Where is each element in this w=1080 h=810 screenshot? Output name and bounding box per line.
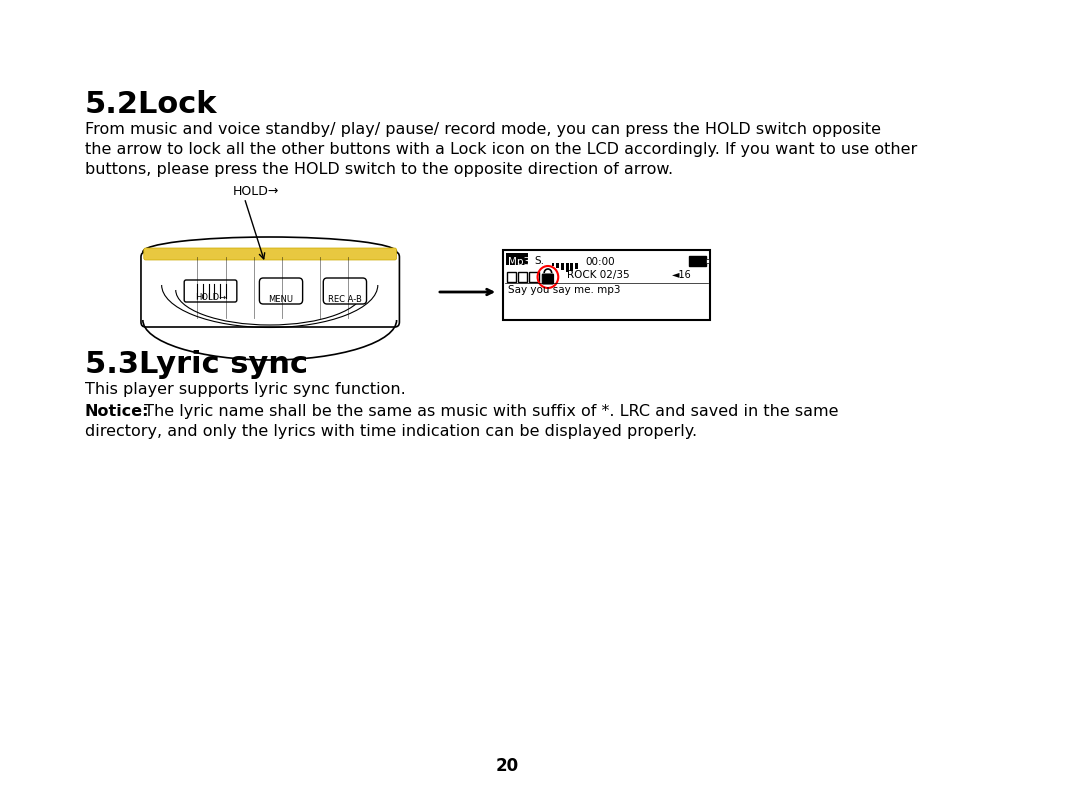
Bar <box>689 256 706 266</box>
Bar <box>507 272 516 282</box>
Text: HOLD→: HOLD→ <box>233 185 280 198</box>
FancyBboxPatch shape <box>542 274 554 284</box>
Text: directory, and only the lyrics with time indication can be displayed properly.: directory, and only the lyrics with time… <box>84 424 697 439</box>
Bar <box>706 259 708 263</box>
Bar <box>517 272 527 282</box>
Bar <box>529 272 539 282</box>
Text: buttons, please press the HOLD switch to the opposite direction of arrow.: buttons, please press the HOLD switch to… <box>84 162 673 177</box>
Bar <box>505 253 528 265</box>
Text: ROCK 02/35: ROCK 02/35 <box>567 270 630 280</box>
FancyBboxPatch shape <box>141 252 400 327</box>
Text: REC A-B: REC A-B <box>328 295 362 304</box>
FancyBboxPatch shape <box>144 248 396 260</box>
Text: 5.3Lyric sync: 5.3Lyric sync <box>84 350 308 379</box>
Text: S.: S. <box>535 256 544 266</box>
FancyBboxPatch shape <box>185 280 237 302</box>
Bar <box>566 263 568 272</box>
Text: ◄16: ◄16 <box>672 270 691 280</box>
Text: From music and voice standby/ play/ pause/ record mode, you can press the HOLD s: From music and voice standby/ play/ paus… <box>84 122 880 137</box>
FancyBboxPatch shape <box>259 278 302 304</box>
Text: Mp3: Mp3 <box>508 257 529 267</box>
Text: Say you say me. mp3: Say you say me. mp3 <box>508 285 620 295</box>
Bar <box>503 250 710 320</box>
Text: 5.2Lock: 5.2Lock <box>84 90 217 119</box>
Bar <box>552 263 554 266</box>
Text: The lyric name shall be the same as music with suffix of *. LRC and saved in the: The lyric name shall be the same as musi… <box>139 404 838 419</box>
Text: This player supports lyric sync function.: This player supports lyric sync function… <box>84 382 405 397</box>
Text: MENU: MENU <box>269 295 294 304</box>
Bar <box>562 263 564 270</box>
Text: HOLD→: HOLD→ <box>195 293 226 302</box>
Text: the arrow to lock all the other buttons with a Lock icon on the LCD accordingly.: the arrow to lock all the other buttons … <box>84 142 917 157</box>
Bar <box>556 263 559 268</box>
Text: Notice:: Notice: <box>84 404 149 419</box>
FancyBboxPatch shape <box>323 278 366 304</box>
Text: 00:00: 00:00 <box>585 257 616 267</box>
Text: 20: 20 <box>496 757 519 775</box>
Bar <box>570 263 573 271</box>
Bar <box>576 263 578 269</box>
